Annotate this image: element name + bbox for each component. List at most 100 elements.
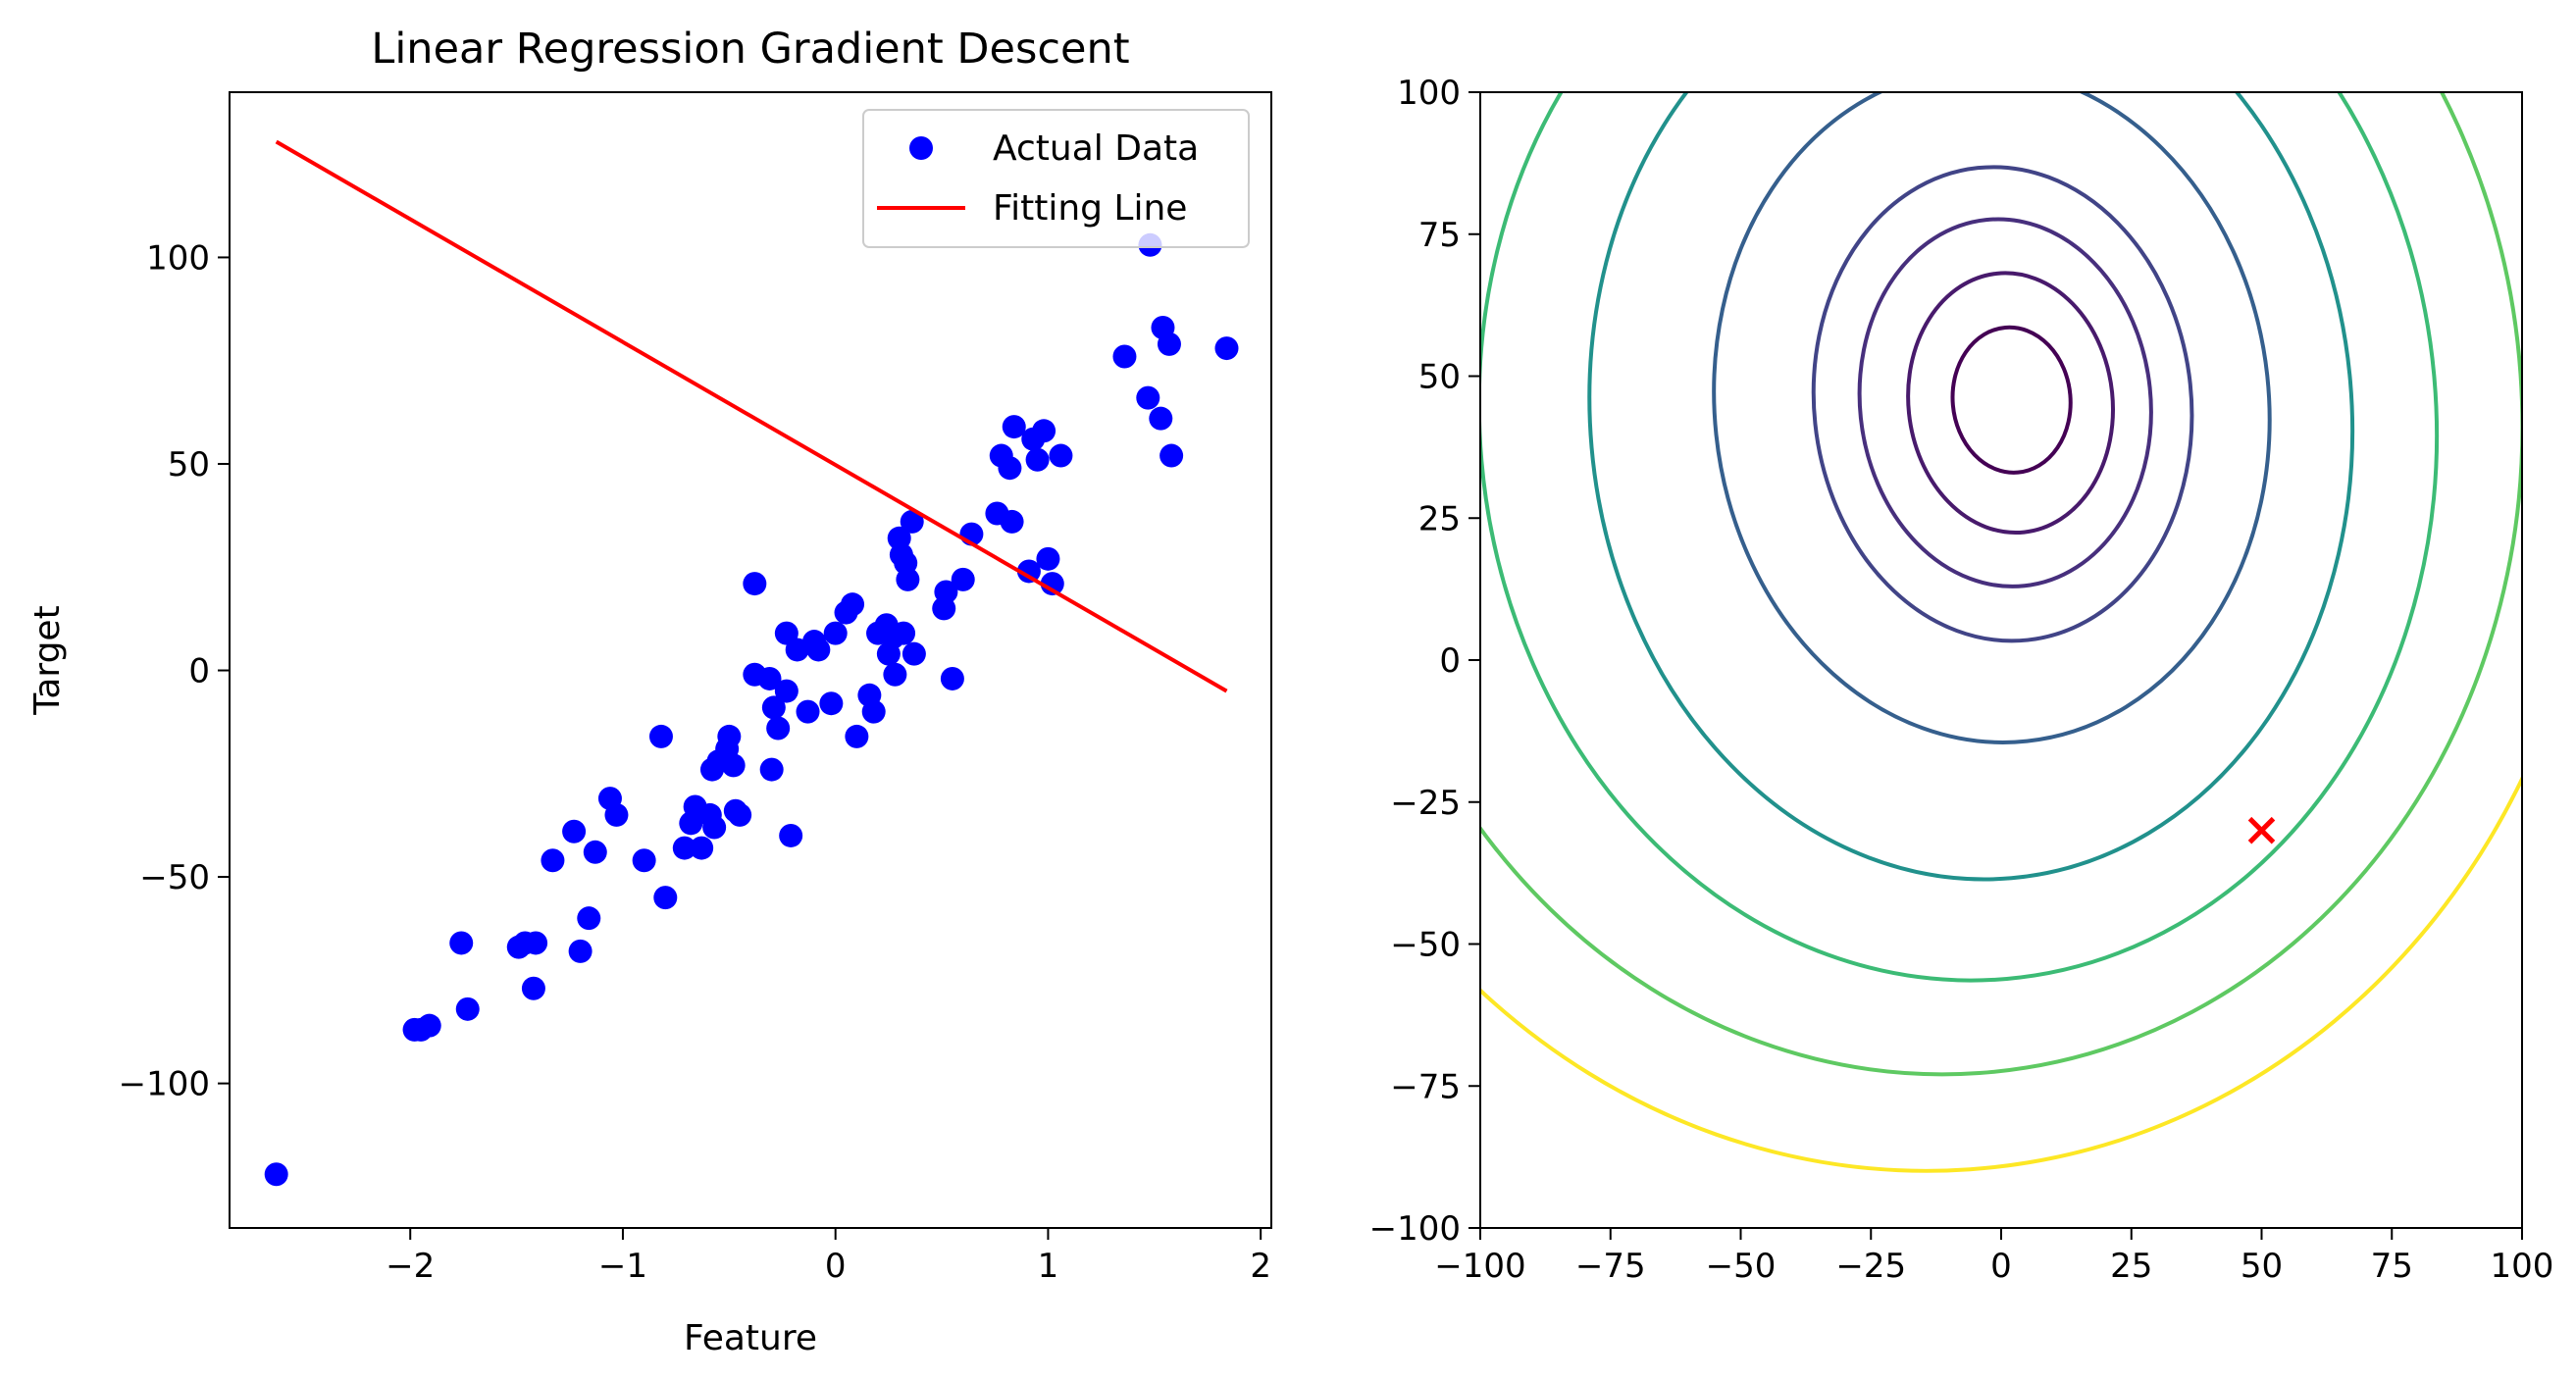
legend-label-actual-data: Actual Data	[993, 128, 1199, 169]
data-point	[604, 802, 629, 827]
x-tick-label: −25	[1835, 1247, 1906, 1286]
data-point	[1149, 406, 1173, 431]
data-point	[1159, 443, 1184, 468]
data-point	[702, 815, 727, 840]
data-point	[449, 931, 474, 955]
data-point	[1036, 546, 1060, 571]
data-point	[766, 716, 791, 741]
regression-plot-area	[264, 139, 1239, 1187]
contour-chart: −100 −75 −50 −25 0 25 50 75 100 −100 −75 −50 −25 0 25 5…	[1369, 74, 2554, 1286]
data-point	[264, 1162, 288, 1187]
x-tick-label: −50	[1706, 1247, 1777, 1286]
data-point	[1002, 415, 1026, 439]
data-point	[1000, 509, 1024, 534]
data-point	[648, 724, 673, 748]
data-point	[632, 848, 656, 873]
data-point	[577, 906, 601, 931]
y-tick-label: −25	[1390, 784, 1461, 823]
x-tick-label: 75	[2371, 1247, 2413, 1286]
x-tick-label: −2	[386, 1247, 435, 1286]
legend-marker-actual-data	[909, 136, 933, 160]
data-point	[761, 695, 786, 720]
data-point	[1025, 447, 1050, 472]
contour-level	[1587, 92, 2355, 882]
data-point	[568, 939, 592, 963]
x-tick-label: −1	[598, 1247, 647, 1286]
contour-ticks: −100 −75 −50 −25 0 25 50 75 100 −100 −75 −50 −25 0 25 5…	[1369, 74, 2554, 1286]
x-tick-label: 1	[1038, 1247, 1059, 1286]
data-point	[521, 976, 545, 1000]
legend-frame	[862, 109, 1250, 248]
data-point	[455, 997, 480, 1021]
x-tick-label: 100	[2491, 1247, 2554, 1286]
data-point	[757, 666, 782, 690]
regression-ticks: −2 −1 0 1 2 −100 −50 0 50 100	[119, 238, 1271, 1286]
data-point	[1136, 385, 1160, 410]
data-point	[728, 802, 752, 827]
data-point	[653, 886, 678, 910]
regression-y-axis-label: Target	[27, 605, 68, 715]
data-point	[806, 638, 831, 662]
data-point	[717, 724, 742, 748]
legend-label-fitting-line: Fitting Line	[993, 188, 1187, 229]
x-tick-label: 0	[825, 1247, 847, 1286]
current-parameter-marker	[2247, 816, 2276, 844]
regression-title: Linear Regression Gradient Descent	[371, 25, 1129, 74]
contour-level	[1712, 92, 2272, 744]
y-tick-label: −50	[139, 858, 210, 897]
y-tick-label: 100	[1397, 74, 1461, 113]
data-point	[892, 621, 916, 645]
data-point	[823, 621, 848, 645]
data-point	[774, 679, 799, 703]
data-point	[819, 691, 844, 716]
data-point	[721, 753, 746, 778]
y-tick-label: 0	[1439, 641, 1461, 681]
y-tick-label: 50	[168, 445, 210, 485]
x-tick-label: −75	[1575, 1247, 1646, 1286]
data-point	[900, 509, 924, 534]
y-tick-label: 25	[1418, 499, 1461, 538]
data-point	[541, 848, 565, 873]
data-point	[951, 567, 975, 591]
regression-legend: Actual Data Fitting Line	[862, 109, 1250, 248]
contour-plot-area	[1480, 92, 2522, 1173]
y-tick-label: −100	[1369, 1209, 1461, 1249]
data-point	[940, 666, 964, 690]
x-tick-label: −100	[1434, 1247, 1525, 1286]
data-point	[796, 699, 820, 724]
contour-level	[1480, 92, 2522, 1077]
data-point	[1040, 572, 1064, 596]
data-point	[841, 592, 865, 617]
data-point	[1214, 336, 1239, 361]
contour-level	[1950, 325, 2073, 475]
data-point	[1112, 344, 1137, 369]
data-point	[998, 456, 1022, 481]
data-point	[743, 572, 767, 596]
data-point	[690, 836, 714, 860]
contour-level	[1480, 92, 2440, 983]
data-point	[883, 662, 907, 687]
data-point	[759, 757, 784, 782]
contour-level	[1906, 271, 2115, 536]
contour-level	[1480, 92, 2522, 1173]
data-point	[779, 823, 803, 847]
y-tick-label: −50	[1390, 926, 1461, 965]
data-point	[861, 699, 886, 724]
y-tick-label: −75	[1390, 1067, 1461, 1106]
x-tick-label: 25	[2110, 1247, 2152, 1286]
y-tick-label: 75	[1418, 216, 1461, 255]
data-point	[417, 1013, 441, 1038]
x-tick-label: 0	[1990, 1247, 2012, 1286]
regression-chart: −2 −1 0 1 2 −100 −50 0 50 100 Linear Regression G…	[27, 25, 1272, 1358]
y-tick-label: 50	[1418, 358, 1461, 397]
fitting-line	[275, 139, 1228, 693]
data-point	[583, 840, 607, 864]
data-point	[1157, 332, 1181, 356]
data-point	[845, 724, 869, 748]
x-tick-label: 2	[1250, 1247, 1271, 1286]
data-point	[1049, 443, 1073, 468]
regression-x-axis-label: Feature	[684, 1318, 817, 1358]
data-point	[896, 567, 920, 591]
y-tick-label: 0	[188, 652, 210, 691]
